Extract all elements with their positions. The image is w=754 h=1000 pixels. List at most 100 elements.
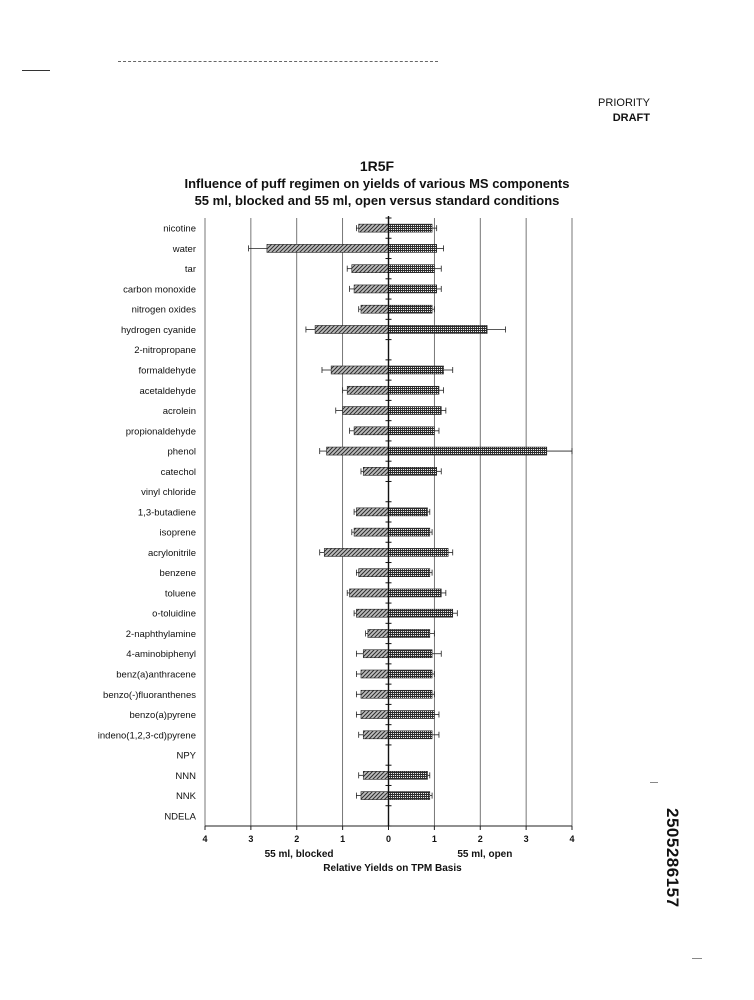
priority-draft-stamp: PRIORITY DRAFT: [598, 96, 650, 126]
bar-blocked: [266, 244, 389, 253]
category-label: catechol: [161, 467, 196, 478]
bar-blocked: [360, 710, 389, 719]
bar-blocked: [362, 771, 389, 780]
x-tick-label: 3: [524, 834, 529, 844]
category-label: NDELA: [164, 811, 196, 822]
bar-open: [388, 223, 433, 233]
bar-open: [388, 264, 435, 273]
bar-open: [388, 244, 437, 253]
bar-layer: [248, 223, 573, 800]
bar-blocked: [362, 649, 389, 659]
bar-open: [388, 304, 433, 314]
bar-blocked: [362, 467, 389, 476]
category-label: phenol: [167, 447, 196, 458]
bar-blocked: [360, 304, 389, 314]
chart-subtitle-1: Influence of puff regimen on yields of v…: [184, 176, 570, 191]
category-label: nitrogen oxides: [132, 305, 197, 316]
category-label: carbon monoxide: [123, 284, 196, 295]
category-label: acetaldehyde: [139, 386, 196, 397]
bar-blocked: [342, 406, 389, 415]
category-label: o-toluidine: [152, 609, 196, 620]
bar-open: [388, 385, 440, 395]
category-label: vinyl chloride: [141, 487, 196, 498]
bar-blocked: [360, 669, 389, 679]
category-label: NPY: [176, 751, 196, 762]
category-label: benz(a)anthracene: [116, 670, 196, 681]
bar-blocked: [323, 548, 389, 557]
bar-blocked: [358, 223, 389, 233]
category-label: formaldehyde: [138, 366, 196, 377]
scan-rule-top: [118, 61, 438, 62]
category-label: 2-naphthylamine: [126, 629, 196, 640]
bar-open: [388, 446, 548, 456]
chart-title: 1R5F: [359, 158, 395, 174]
bar-blocked: [362, 730, 389, 740]
category-label: 1,3-butadiene: [138, 507, 196, 518]
chart-titles: 1R5F Influence of puff regimen on yields…: [0, 158, 754, 209]
bar-blocked: [351, 264, 389, 273]
x-axis-title: Relative Yields on TPM Basis: [323, 863, 462, 874]
category-label: 4-aminobiphenyl: [126, 649, 196, 660]
bar-open: [388, 527, 431, 537]
bar-open: [388, 710, 435, 719]
x-tick-label: 4: [202, 834, 207, 844]
category-label: nicotine: [163, 224, 196, 235]
bar-open: [388, 730, 433, 740]
category-label: benzo(a)pyrene: [129, 710, 196, 721]
scan-mark-bottom: [692, 958, 702, 959]
bar-blocked: [353, 284, 389, 294]
bar-open: [388, 791, 431, 800]
category-label: water: [172, 244, 196, 255]
bar-open: [388, 649, 433, 659]
bar-blocked: [346, 385, 389, 395]
category-label: acrolein: [163, 406, 196, 417]
bar-blocked: [358, 568, 389, 577]
category-label: isoprene: [160, 528, 196, 539]
label-layer: 4 3 2 1 0 1 2 3 4 nicotine water tar carbon monoxide…: [98, 224, 575, 874]
right-side-label: 55 ml, open: [457, 849, 512, 860]
bar-blocked: [330, 365, 389, 375]
bar-open: [388, 467, 437, 476]
priority-label: PRIORITY: [598, 97, 650, 109]
bar-blocked: [349, 588, 389, 598]
category-label: toluene: [165, 588, 196, 599]
bar-open: [388, 284, 437, 294]
bar-open: [388, 406, 442, 415]
bar-open: [388, 365, 444, 375]
x-tick-label: 2: [294, 834, 299, 844]
x-tick-label: 1: [340, 834, 345, 844]
category-label: acrylonitrile: [148, 548, 196, 559]
bar-blocked: [353, 426, 389, 436]
bar-open: [388, 588, 442, 598]
x-tick-label: 3: [248, 834, 253, 844]
bar-open: [388, 548, 449, 557]
bar-open: [388, 608, 454, 618]
x-tick-label: 1: [432, 834, 437, 844]
axis-layer: [204, 216, 573, 830]
bar-blocked: [314, 325, 389, 334]
x-tick-label: 4: [569, 834, 574, 844]
draft-label: DRAFT: [612, 112, 650, 124]
x-tick-label: 2: [478, 834, 483, 844]
bar-blocked: [356, 608, 389, 618]
bar-open: [388, 568, 431, 577]
bar-blocked: [360, 689, 389, 699]
bar-open: [388, 426, 435, 436]
bar-blocked: [356, 507, 389, 517]
category-label: NNN: [175, 771, 196, 782]
left-side-label: 55 ml, blocked: [265, 849, 334, 860]
bar-open: [388, 325, 488, 334]
category-label: hydrogen cyanide: [121, 325, 196, 336]
category-label: NNK: [176, 791, 197, 802]
category-label: 2-nitropropane: [134, 345, 196, 356]
bar-open: [388, 669, 433, 679]
bar-open: [388, 507, 428, 517]
category-label: tar: [185, 264, 196, 275]
bar-open: [388, 629, 431, 638]
scan-rule-left: [22, 70, 50, 71]
category-label: benzene: [160, 568, 196, 579]
document-number: 2505286157: [663, 808, 682, 908]
bar-blocked: [360, 791, 389, 800]
chart-subtitle-2: 55 ml, blocked and 55 ml, open versus st…: [194, 193, 560, 208]
